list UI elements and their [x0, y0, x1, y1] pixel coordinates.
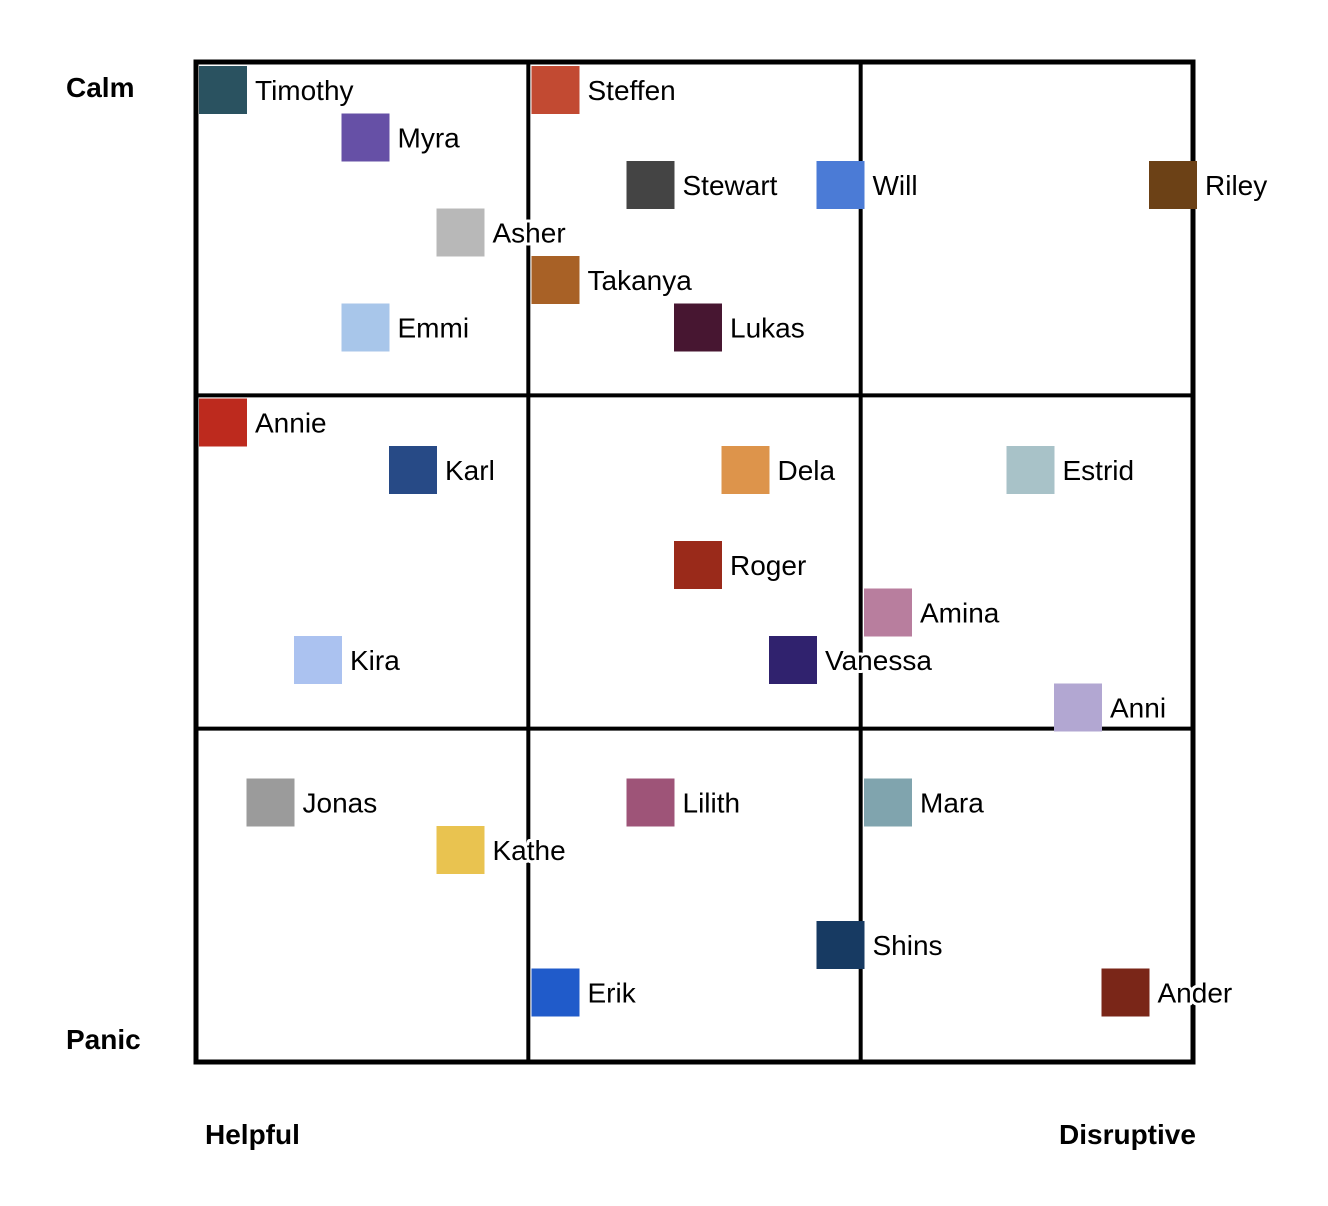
axis-label-panic: Panic: [66, 1024, 141, 1055]
point-swatch: [769, 636, 817, 684]
point-label: Will: [873, 170, 918, 201]
point-swatch: [294, 636, 342, 684]
point-amina: Amina: [864, 588, 1003, 637]
point-estrid: Estrid: [1006, 446, 1137, 494]
point-label: Amina: [920, 598, 1000, 629]
point-lilith: Lilith: [626, 778, 743, 827]
point-swatch: [626, 161, 675, 209]
point-swatch: [721, 446, 770, 494]
point-dela: Dela: [721, 446, 839, 494]
point-swatch: [436, 826, 485, 874]
point-label: Myra: [398, 123, 461, 154]
point-swatch: [199, 66, 247, 114]
point-label: Dela: [778, 455, 836, 486]
axis-label-helpful: Helpful: [205, 1119, 300, 1150]
point-label: Takanya: [588, 265, 693, 296]
point-emmi: Emmi: [341, 303, 472, 352]
point-swatch: [341, 113, 390, 162]
point-swatch: [199, 398, 247, 447]
point-label: Annie: [255, 408, 327, 439]
point-swatch: [436, 208, 485, 257]
point-label: Stewart: [683, 170, 778, 201]
point-label: Lilith: [683, 788, 741, 819]
point-label: Estrid: [1063, 455, 1135, 486]
point-vanessa: Vanessa: [769, 636, 935, 684]
point-label: Shins: [873, 930, 943, 961]
point-label: Ander: [1158, 978, 1233, 1009]
point-karl: Karl: [389, 446, 498, 494]
axis-label-disruptive: Disruptive: [1059, 1119, 1196, 1150]
point-lukas: Lukas: [674, 303, 808, 352]
point-swatch: [341, 303, 390, 352]
point-will: Will: [816, 161, 921, 209]
point-label: Roger: [730, 550, 806, 581]
axis-label-calm: Calm: [66, 72, 135, 103]
point-kira: Kira: [294, 636, 403, 684]
point-myra: Myra: [341, 113, 463, 162]
points-layer: Timothy Steffen Myra Stewart Will Riley Asher T…: [199, 66, 1270, 1017]
point-swatch: [1006, 446, 1055, 494]
point-label: Kathe: [493, 835, 566, 866]
point-shins: Shins: [816, 921, 946, 969]
point-label: Emmi: [398, 313, 470, 344]
point-label: Vanessa: [825, 645, 932, 676]
point-jonas: Jonas: [246, 778, 380, 827]
point-mara: Mara: [864, 778, 987, 827]
point-swatch: [531, 66, 580, 114]
point-swatch: [1101, 968, 1150, 1017]
point-label: Karl: [445, 455, 495, 486]
point-swatch: [626, 778, 675, 827]
point-label: Anni: [1110, 693, 1166, 724]
point-swatch: [389, 446, 437, 494]
point-label: Kira: [350, 645, 400, 676]
point-riley: Riley: [1149, 161, 1270, 209]
point-erik: Erik: [531, 968, 640, 1017]
point-label: Mara: [920, 788, 984, 819]
point-label: Lukas: [730, 313, 805, 344]
point-label: Asher: [493, 218, 566, 249]
point-swatch: [1054, 683, 1102, 732]
point-kathe: Kathe: [436, 826, 569, 874]
point-timothy: Timothy: [199, 66, 357, 114]
point-swatch: [531, 968, 580, 1017]
point-asher: Asher: [436, 208, 569, 257]
point-swatch: [864, 588, 912, 637]
point-steffen: Steffen: [531, 66, 679, 114]
point-roger: Roger: [674, 541, 809, 589]
point-label: Riley: [1205, 170, 1267, 201]
grid-lines: [193, 59, 1196, 1065]
point-swatch: [1149, 161, 1197, 209]
point-label: Steffen: [588, 75, 676, 106]
point-takanya: Takanya: [531, 256, 695, 304]
point-ander: Ander: [1101, 968, 1235, 1017]
point-swatch: [816, 161, 865, 209]
point-swatch: [674, 541, 722, 589]
point-stewart: Stewart: [626, 161, 781, 209]
point-label: Timothy: [255, 75, 354, 106]
point-label: Jonas: [303, 788, 378, 819]
point-swatch: [674, 303, 722, 352]
point-swatch: [816, 921, 865, 969]
point-anni: Anni: [1054, 683, 1169, 732]
point-swatch: [246, 778, 295, 827]
point-label: Erik: [588, 978, 637, 1009]
point-swatch: [864, 778, 912, 827]
point-annie: Annie: [199, 398, 330, 447]
point-swatch: [531, 256, 580, 304]
